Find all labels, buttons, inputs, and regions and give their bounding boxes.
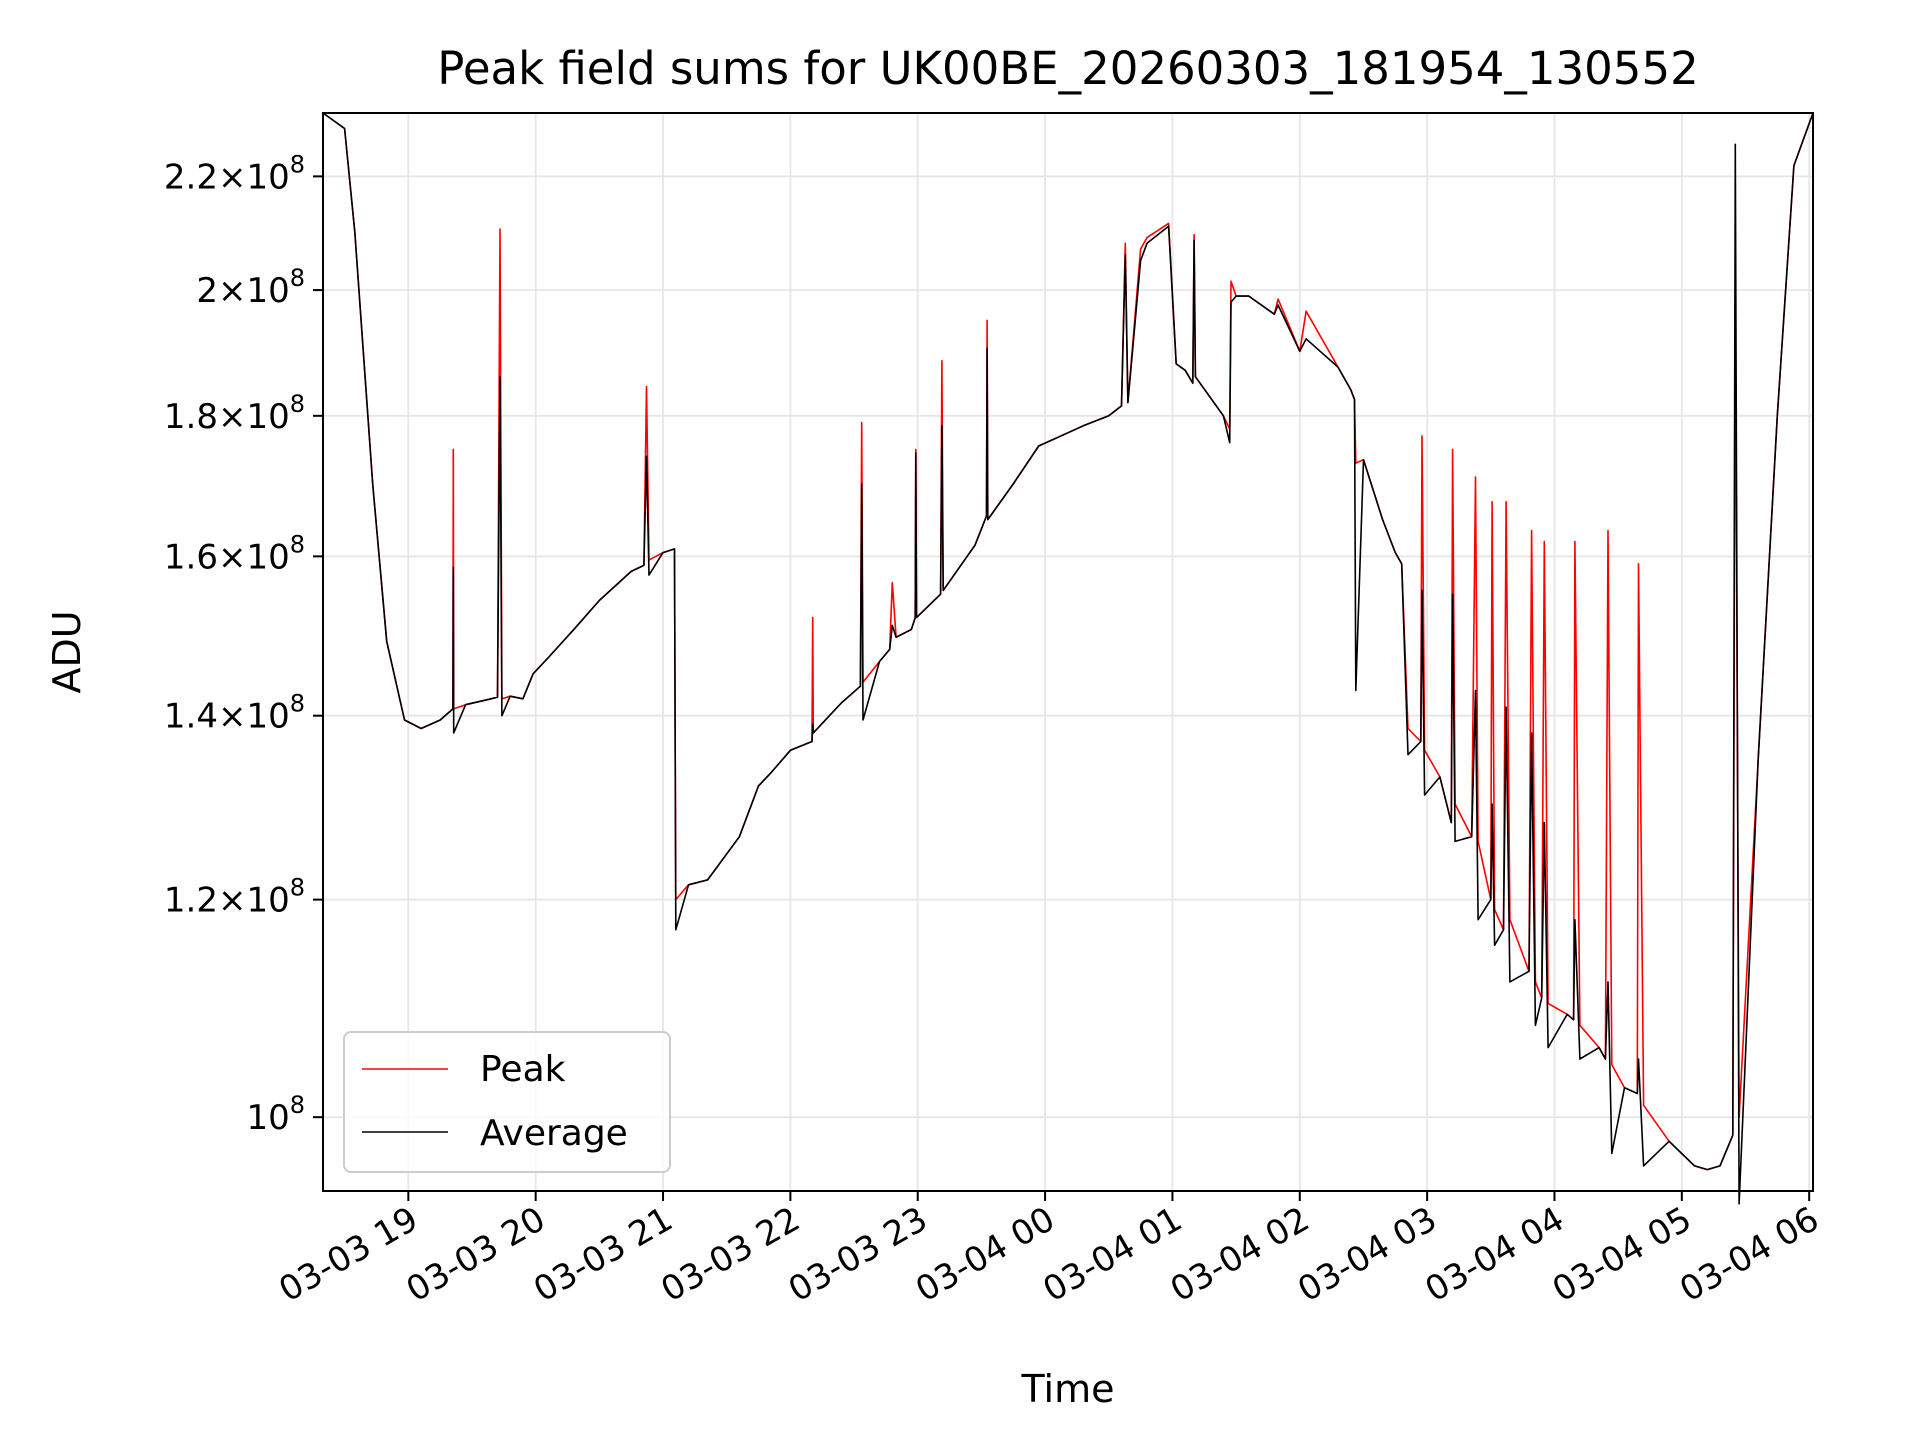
x-tick-label: 03-03 19 [272, 1199, 424, 1310]
legend-peak-label: Peak [480, 1049, 566, 1090]
x-tick-label: 03-04 02 [1164, 1199, 1316, 1310]
grid [323, 113, 1813, 1191]
x-tick-label: 03-04 06 [1673, 1199, 1825, 1310]
y-tick-label: 108 [246, 1091, 305, 1138]
series-layer [322, 112, 1814, 1205]
legend-box [343, 1031, 671, 1173]
y-axis: 108 1.2×108 1.4×108 1.6×108 1.8×108 2×108 2.2×… [164, 150, 323, 1138]
plot-frame [322, 112, 1814, 1192]
y-tick-label: 1.2×108 [164, 874, 305, 921]
x-tick-label: 03-03 21 [527, 1199, 679, 1310]
y-tick-label: 2×108 [196, 264, 305, 311]
x-tick-label: 03-03 23 [782, 1199, 934, 1310]
x-tick-label: 03-03 20 [400, 1199, 552, 1310]
x-tick-label: 03-04 00 [909, 1199, 1061, 1310]
legend: Peak Average [343, 1031, 671, 1173]
series-average-line [322, 112, 1814, 1205]
y-tick-label: 2.2×108 [164, 150, 305, 197]
y-tick-label: 1.4×108 [164, 690, 305, 737]
series-peak-line [322, 112, 1814, 1171]
y-axis-label: ADU [45, 610, 89, 693]
x-tick-label: 03-04 04 [1419, 1199, 1571, 1310]
x-axis-label: Time [1021, 1367, 1115, 1411]
x-tick-label: 03-04 03 [1291, 1199, 1443, 1310]
x-tick-label: 03-03 22 [654, 1199, 806, 1310]
y-tick-label: 1.8×108 [164, 390, 305, 437]
chart-title: Peak field sums for UK00BE_20260303_1819… [437, 42, 1698, 95]
x-tick-label: 03-04 01 [1037, 1199, 1189, 1310]
x-tick-label: 03-04 05 [1546, 1199, 1698, 1310]
legend-average-label: Average [480, 1113, 628, 1154]
y-tick-label: 1.6×108 [164, 530, 305, 577]
